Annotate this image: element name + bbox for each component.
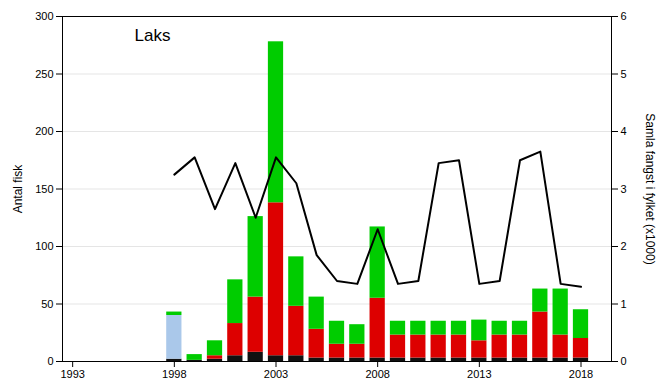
svg-text:2018: 2018: [569, 368, 593, 380]
svg-text:250: 250: [35, 68, 53, 80]
svg-text:2003: 2003: [264, 368, 288, 380]
svg-text:Laks: Laks: [135, 26, 171, 45]
svg-text:2: 2: [621, 240, 627, 252]
svg-text:150: 150: [35, 183, 53, 195]
svg-text:4: 4: [621, 125, 627, 137]
svg-text:2008: 2008: [365, 368, 389, 380]
svg-text:2013: 2013: [467, 368, 491, 380]
svg-text:3: 3: [621, 183, 627, 195]
svg-text:0: 0: [47, 355, 53, 367]
svg-text:5: 5: [621, 68, 627, 80]
svg-text:1: 1: [621, 298, 627, 310]
svg-text:300: 300: [35, 10, 53, 22]
svg-text:50: 50: [41, 298, 53, 310]
svg-text:1993: 1993: [60, 368, 84, 380]
svg-text:Samla fangst i fylket (x1000): Samla fangst i fylket (x1000): [643, 113, 657, 264]
svg-text:100: 100: [35, 240, 53, 252]
svg-text:0: 0: [621, 355, 627, 367]
svg-text:1998: 1998: [162, 368, 186, 380]
svg-text:200: 200: [35, 125, 53, 137]
svg-text:Antal fisk: Antal fisk: [11, 164, 25, 214]
svg-text:6: 6: [621, 10, 627, 22]
